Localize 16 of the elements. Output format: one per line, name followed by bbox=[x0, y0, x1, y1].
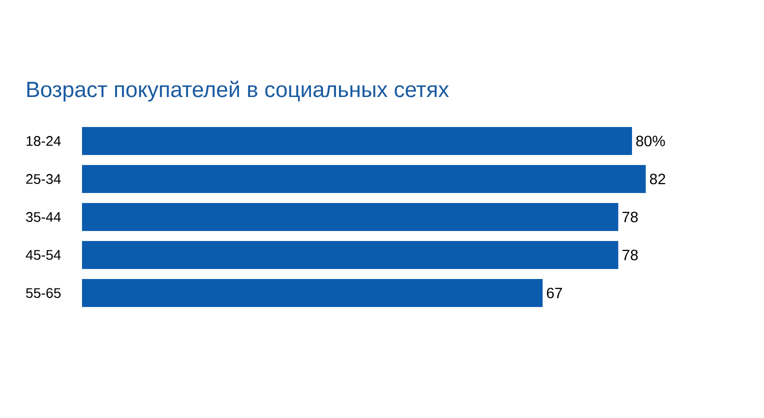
chart-title: Возраст покупателей в социальных сетях bbox=[27, 80, 449, 102]
y-tick-label: 45-54 bbox=[26, 250, 61, 260]
bar bbox=[82, 241, 618, 269]
data-label: 78 bbox=[622, 250, 638, 260]
y-tick-label: 25-34 bbox=[26, 174, 61, 184]
y-tick-label: 35-44 bbox=[26, 212, 61, 222]
bar bbox=[82, 165, 646, 193]
data-label: 80% bbox=[636, 136, 665, 146]
bar bbox=[82, 127, 632, 155]
bar bbox=[82, 203, 618, 231]
data-label: 67 bbox=[546, 288, 562, 298]
data-label: 78 bbox=[622, 212, 638, 222]
bar bbox=[82, 279, 543, 307]
data-label: 82 bbox=[650, 174, 666, 184]
y-tick-label: 18-24 bbox=[26, 136, 61, 146]
y-tick-label: 55-65 bbox=[26, 288, 61, 298]
